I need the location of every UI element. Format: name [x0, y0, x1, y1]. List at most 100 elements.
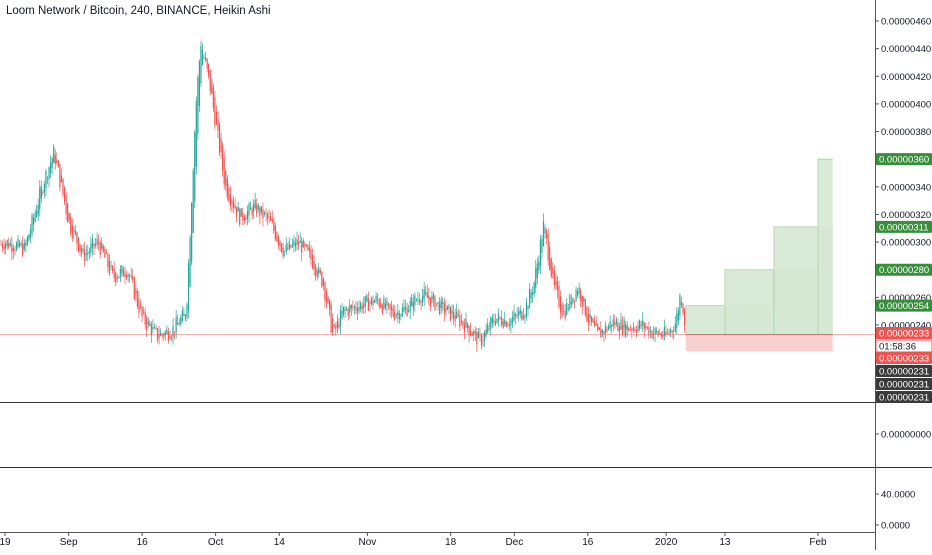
candle-body [355, 306, 357, 311]
candle-body [191, 203, 193, 263]
price-tag-label: 0.00000231 [879, 367, 929, 378]
candle-body [488, 328, 490, 330]
y-tick-label: 0.00000240 [881, 321, 931, 332]
candle-body [15, 243, 18, 251]
candle-body [532, 292, 534, 296]
candle-body [299, 240, 301, 243]
candle-body [155, 327, 157, 329]
candle-body [257, 205, 259, 210]
candle-body [45, 170, 47, 189]
candle-body [135, 288, 137, 294]
candle-body [527, 306, 529, 310]
candle-body [249, 207, 252, 210]
candle-body [110, 265, 112, 267]
candle-body [380, 302, 382, 308]
candle-body [352, 306, 354, 308]
candle-body [243, 216, 245, 221]
candle-body [440, 299, 442, 309]
candle-body [56, 159, 58, 163]
candle-body [138, 298, 140, 314]
candle-body [200, 46, 202, 84]
candle-body [394, 312, 396, 320]
candle-body [254, 200, 256, 209]
candle-body [51, 157, 53, 168]
candle-body [398, 313, 400, 320]
candle-body [417, 298, 419, 301]
candle-body [324, 282, 326, 301]
candle-body [465, 318, 467, 328]
candle-body [567, 308, 569, 310]
candle-body [77, 237, 80, 252]
candle-body [195, 100, 197, 167]
candle-body [516, 315, 518, 317]
candle-body [301, 241, 303, 253]
candle-body [330, 304, 332, 333]
candle-body [245, 218, 247, 221]
candle-body [541, 239, 543, 253]
candle-body [319, 270, 321, 273]
candle-body [212, 87, 214, 108]
candle-body [680, 302, 683, 306]
candle-body [40, 185, 42, 199]
candle-body [19, 242, 21, 247]
price-tag: 0.00000254 [876, 299, 932, 312]
candle-body [280, 243, 283, 252]
candle-body [347, 309, 349, 316]
x-tick-label: Nov [359, 537, 377, 548]
candle-body [403, 307, 405, 312]
candle-body [271, 218, 273, 223]
candle-body [115, 272, 117, 283]
candle-body [127, 274, 129, 277]
y-tick-label: 0.00000260 [881, 293, 931, 304]
candle-body [181, 310, 183, 322]
pane2-tick-label: 0.00000000 [881, 430, 931, 441]
candle-body [555, 277, 557, 286]
candle-body [573, 300, 576, 302]
candle-body [277, 236, 280, 246]
candle-body [429, 297, 431, 307]
candle-body [411, 297, 413, 307]
candle-body [332, 318, 334, 333]
candle-body [239, 209, 241, 225]
candle-body [116, 277, 118, 279]
candle-body [612, 319, 614, 326]
candle-body [558, 285, 560, 307]
candle-body [561, 304, 563, 317]
candle-body [242, 212, 244, 220]
candle-body [590, 316, 593, 322]
candle-body [463, 323, 466, 333]
candle-body [476, 332, 478, 345]
candle-body [262, 209, 264, 219]
candle-body [428, 295, 430, 300]
candle-body [130, 275, 132, 277]
candle-body [203, 57, 205, 59]
candle-body [422, 295, 424, 302]
candle-body [363, 304, 365, 308]
candle-body [569, 294, 571, 309]
candle-body [322, 279, 324, 286]
x-tick-label: 14 [274, 537, 286, 548]
candle-body [621, 324, 624, 335]
candle-body [487, 324, 489, 333]
candle-body [547, 234, 549, 261]
candle-body [528, 288, 531, 308]
candle-body [152, 327, 154, 330]
candle-body [197, 77, 199, 134]
candle-body [479, 334, 481, 336]
candle-body [276, 232, 278, 242]
candle-body [150, 324, 152, 336]
candle-body [437, 301, 439, 304]
candle-body [375, 296, 377, 302]
candle-body [566, 303, 568, 315]
candle-body [206, 58, 208, 69]
candle-body [144, 311, 146, 325]
candle-body [659, 333, 661, 334]
candle-body [473, 331, 475, 335]
candle-body [184, 314, 187, 320]
candle-body [584, 299, 586, 316]
candle-body [563, 310, 565, 312]
candle-body [383, 298, 385, 309]
candle-body [291, 244, 293, 247]
